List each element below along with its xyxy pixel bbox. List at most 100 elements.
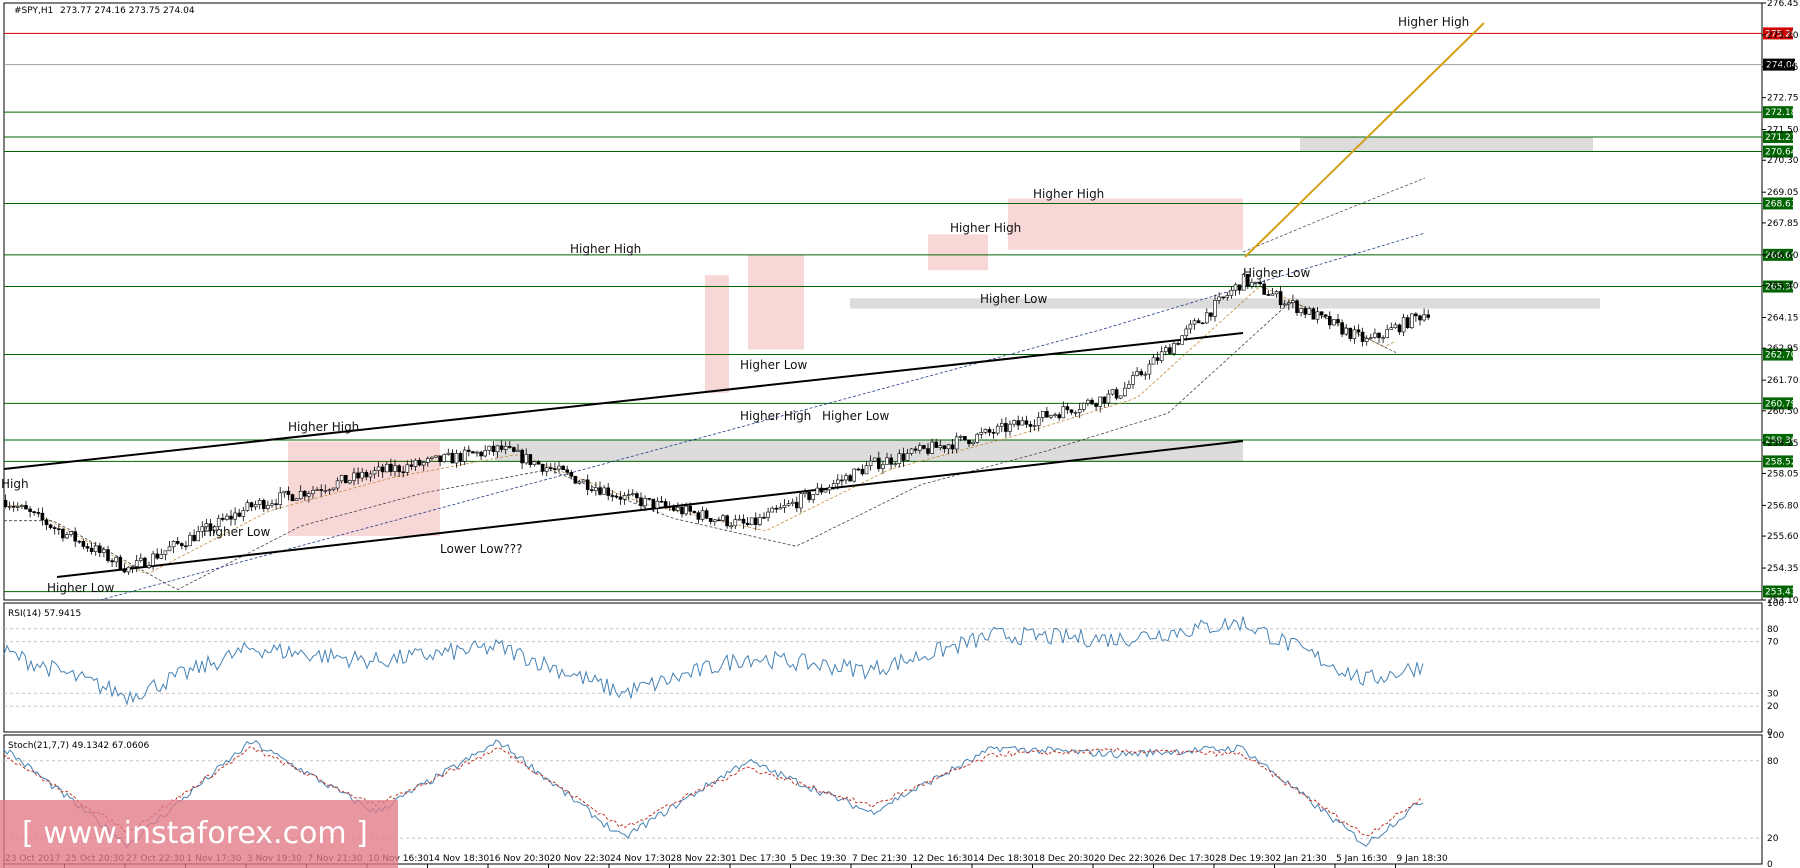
- candle-body: [848, 475, 852, 482]
- level-tag-text: 253.43: [1765, 588, 1797, 598]
- candle-body: [692, 511, 697, 513]
- candle-body: [794, 501, 799, 509]
- rsi-tick-label: 30: [1767, 689, 1779, 699]
- candle-body: [926, 448, 930, 454]
- candle-body: [1282, 303, 1287, 306]
- candle-body: [844, 475, 848, 481]
- candle-body: [1061, 406, 1066, 419]
- candle-body: [999, 423, 1004, 427]
- candle-body: [1229, 289, 1234, 296]
- candle-body: [741, 518, 746, 524]
- candle-body: [503, 446, 508, 450]
- candle-body: [245, 502, 250, 511]
- candle-body: [28, 508, 32, 512]
- candle-body: [1036, 417, 1041, 426]
- current-price-text: 274.04: [1766, 61, 1798, 71]
- swing-annotation: Higher Low: [203, 525, 271, 539]
- candle-body: [799, 493, 803, 509]
- candle-body: [1004, 423, 1008, 432]
- stoch-label: Stoch(21,7,7) 49.1342 67.0606: [8, 741, 149, 751]
- price-tick-label: 260.50: [1767, 407, 1799, 417]
- swing-annotations: High Higher Low Higher Low Higher High Lower…: [1, 15, 1469, 595]
- candle-body: [1393, 324, 1398, 328]
- candle-body: [573, 475, 578, 484]
- candle-body: [450, 452, 455, 464]
- candle-body: [98, 545, 102, 553]
- candle-body: [643, 498, 647, 507]
- candle-body: [331, 487, 336, 491]
- candle-body: [680, 506, 684, 515]
- candle-body: [286, 490, 291, 495]
- candle-body: [1258, 281, 1262, 285]
- candle-body: [93, 545, 98, 553]
- rsi-tick-label: 0: [1767, 728, 1773, 738]
- swing-annotation: Higher Low: [47, 581, 115, 595]
- candle-body: [1369, 337, 1373, 339]
- candle-body: [368, 473, 373, 478]
- stoch-panel: Stoch(21,7,7) 49.1342 67.0606 100 80 20 0: [3, 731, 1784, 868]
- instaforex-watermark: [ www.instaforex.com ]: [0, 800, 398, 868]
- time-tick-label: 7 Dec 21:30: [852, 854, 907, 864]
- candle-body: [253, 504, 258, 508]
- candle-body: [1336, 319, 1340, 323]
- candle-body: [413, 459, 418, 467]
- trend-channel: [3, 22, 1485, 578]
- candle-body: [758, 516, 762, 525]
- level-tag-text: 258.52: [1765, 457, 1797, 467]
- stoch-tick-label: 20: [1767, 834, 1779, 844]
- candle-body: [405, 464, 410, 473]
- candle-body: [180, 543, 184, 547]
- candle-body: [827, 486, 832, 491]
- candle-body: [48, 524, 53, 528]
- candle-body: [56, 528, 61, 530]
- candle-body: [905, 453, 910, 461]
- level-tag: [1763, 130, 1793, 143]
- rsi-tick-label: 100: [1767, 599, 1784, 609]
- price-candles: [3, 273, 1430, 575]
- candle-body: [360, 471, 365, 479]
- level-tag: [1763, 433, 1793, 446]
- candle-body: [401, 471, 406, 474]
- candle-body: [967, 439, 971, 445]
- candle-body: [229, 515, 233, 520]
- candle-body: [442, 454, 447, 463]
- candle-body: [893, 463, 898, 465]
- candle-body: [1045, 411, 1049, 418]
- candle-body: [1262, 283, 1266, 295]
- candle-body: [659, 500, 664, 503]
- candle-body: [991, 432, 996, 434]
- candle-body: [745, 522, 750, 525]
- candle-body: [528, 454, 533, 465]
- candle-body: [311, 490, 315, 495]
- candle-body: [298, 490, 303, 500]
- swing-annotation: Higher High: [570, 242, 641, 256]
- stoch-signal-line: [3, 746, 1424, 837]
- candle-body: [364, 471, 369, 478]
- candle-body: [671, 507, 676, 511]
- candle-body: [425, 458, 430, 463]
- candle-body: [327, 489, 332, 492]
- price-axis: 276.45 275.20 273.95 272.75 271.50 270.30 269.…: [1762, 0, 1799, 606]
- candle-body: [204, 523, 209, 528]
- candle-body: [491, 445, 496, 453]
- candle-body: [1188, 323, 1193, 330]
- candle-body: [688, 505, 693, 512]
- candle-body: [1266, 294, 1271, 296]
- rsi-tick-label: 20: [1767, 702, 1779, 712]
- candle-body: [581, 479, 586, 483]
- candle-body: [548, 467, 553, 469]
- candle-body: [917, 445, 922, 451]
- ma-mid: [4, 301, 1397, 590]
- candle-body: [1225, 295, 1230, 298]
- candle-body: [155, 553, 159, 559]
- candle-body: [721, 515, 725, 521]
- price-tick-label: 271.50: [1767, 126, 1799, 136]
- demand-zone: [1300, 136, 1593, 152]
- candle-body: [1364, 338, 1369, 342]
- candle-body: [958, 436, 963, 438]
- candle-body: [1381, 337, 1385, 339]
- chart-symbol: #SPY,H1: [14, 6, 53, 16]
- candle-body: [782, 504, 787, 508]
- candle-body: [975, 434, 980, 443]
